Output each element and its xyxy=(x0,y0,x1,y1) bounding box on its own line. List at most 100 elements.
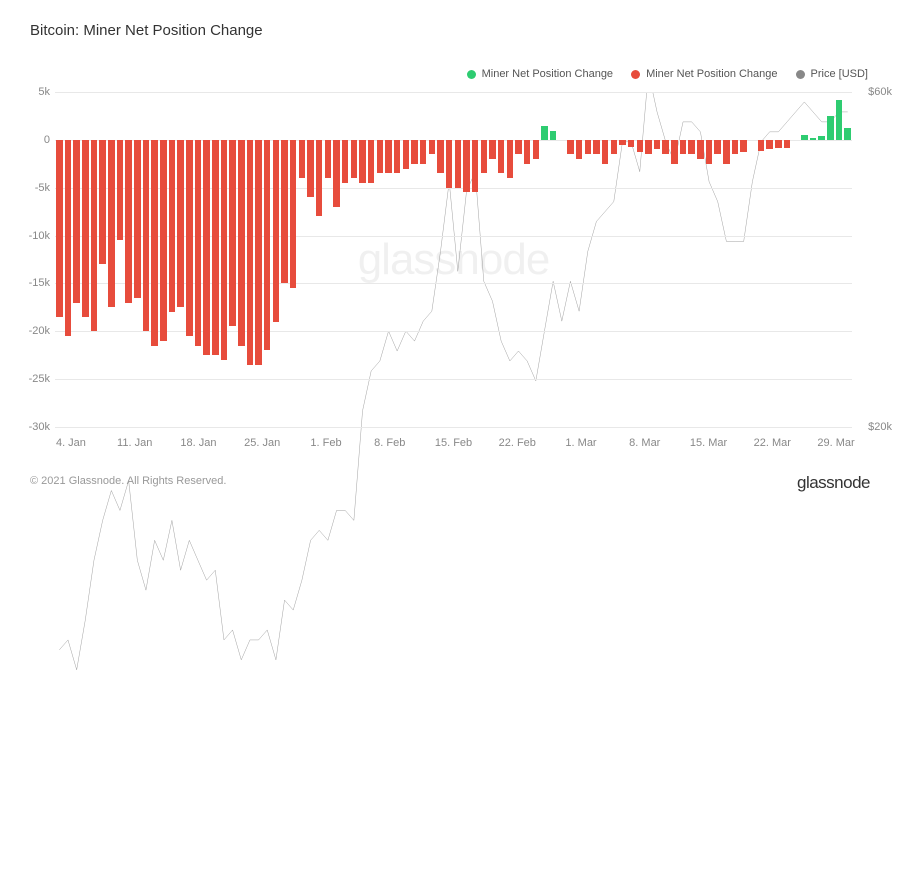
chart-title: Bitcoin: Miner Net Position Change xyxy=(30,22,263,39)
bar xyxy=(628,140,635,147)
y-axis-label: -30k xyxy=(20,421,50,433)
bar xyxy=(238,140,245,346)
bar xyxy=(65,140,72,336)
legend-swatch-positive xyxy=(467,70,476,79)
bar xyxy=(437,140,444,174)
bar xyxy=(143,140,150,331)
bar xyxy=(299,140,306,178)
bar xyxy=(108,140,115,308)
bar xyxy=(593,140,600,154)
bar xyxy=(221,140,228,360)
bar xyxy=(446,140,453,188)
brand-logo: glassnode xyxy=(797,473,870,493)
y-axis-label: -25k xyxy=(20,373,50,385)
bar xyxy=(818,136,825,140)
bar xyxy=(73,140,80,303)
bar xyxy=(82,140,89,317)
x-axis-label: 15. Mar xyxy=(690,437,727,449)
legend-item-negative: Miner Net Position Change xyxy=(631,68,777,80)
bar xyxy=(247,140,254,365)
bar xyxy=(784,140,791,149)
y-axis-label: -20k xyxy=(20,325,50,337)
legend-label: Miner Net Position Change xyxy=(646,68,777,80)
grid-line xyxy=(55,331,852,332)
y-axis-label: -10k xyxy=(20,230,50,242)
x-axis-label: 22. Feb xyxy=(499,437,536,449)
legend-swatch-price xyxy=(796,70,805,79)
bar xyxy=(212,140,219,355)
bar xyxy=(567,140,574,154)
bar xyxy=(576,140,583,159)
x-axis-label: 1. Mar xyxy=(565,437,596,449)
x-axis-label: 29. Mar xyxy=(817,437,854,449)
bar xyxy=(533,140,540,159)
bar xyxy=(342,140,349,183)
bar xyxy=(134,140,141,298)
bar xyxy=(151,140,158,346)
bar xyxy=(195,140,202,346)
x-axis-label: 1. Feb xyxy=(310,437,341,449)
bar xyxy=(836,100,843,140)
bar xyxy=(394,140,401,174)
bar xyxy=(541,126,548,140)
legend: Miner Net Position Change Miner Net Posi… xyxy=(467,68,868,80)
y-axis-right-label: $60k xyxy=(868,86,892,98)
bar xyxy=(99,140,106,264)
bar xyxy=(619,140,626,145)
bar xyxy=(316,140,323,217)
x-axis-label: 25. Jan xyxy=(244,437,280,449)
x-axis-label: 22. Mar xyxy=(754,437,791,449)
bar xyxy=(463,140,470,193)
bar xyxy=(125,140,132,303)
bar xyxy=(325,140,332,178)
x-axis-label: 18. Jan xyxy=(180,437,216,449)
bar xyxy=(160,140,167,341)
bar xyxy=(255,140,262,365)
bar xyxy=(56,140,63,317)
bar xyxy=(706,140,713,164)
bar xyxy=(611,140,618,154)
bar xyxy=(498,140,505,174)
y-axis-label: -5k xyxy=(20,182,50,194)
bar xyxy=(368,140,375,183)
bar xyxy=(91,140,98,331)
bar xyxy=(766,140,773,150)
bar xyxy=(671,140,678,164)
bar xyxy=(654,140,661,150)
bar xyxy=(688,140,695,154)
watermark: glassnode xyxy=(358,235,550,285)
bar xyxy=(732,140,739,154)
bar xyxy=(203,140,210,355)
bar xyxy=(723,140,730,164)
bar xyxy=(637,140,644,152)
grid-line xyxy=(55,427,852,428)
bar xyxy=(420,140,427,164)
grid-line xyxy=(55,379,852,380)
bar xyxy=(662,140,669,154)
grid-line xyxy=(55,92,852,93)
bar xyxy=(810,138,817,140)
bar xyxy=(385,140,392,174)
bar xyxy=(844,128,851,139)
bar xyxy=(697,140,704,159)
bar xyxy=(351,140,358,178)
bar xyxy=(758,140,765,151)
bar xyxy=(359,140,366,183)
bar xyxy=(740,140,747,152)
bar xyxy=(169,140,176,312)
x-axis-label: 8. Feb xyxy=(374,437,405,449)
bar xyxy=(714,140,721,154)
bar xyxy=(645,140,652,154)
bar xyxy=(307,140,314,197)
legend-label: Price [USD] xyxy=(811,68,868,80)
bar xyxy=(602,140,609,164)
bar xyxy=(177,140,184,308)
bar xyxy=(264,140,271,351)
bar xyxy=(429,140,436,154)
bar xyxy=(550,131,557,140)
bar xyxy=(515,140,522,154)
bar xyxy=(472,140,479,193)
bar xyxy=(801,135,808,140)
bar xyxy=(403,140,410,169)
bar xyxy=(273,140,280,322)
